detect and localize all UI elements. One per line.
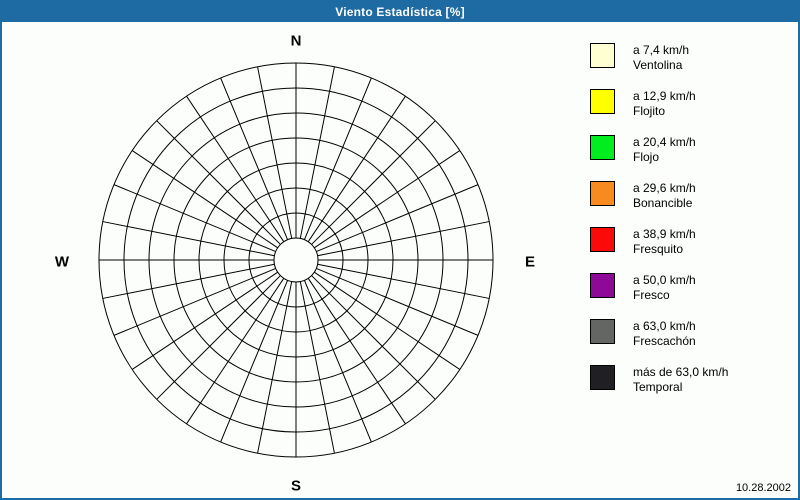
legend-beaufort-name: Bonancible bbox=[633, 196, 693, 210]
legend-color-swatch bbox=[590, 273, 615, 298]
window-title: Viento Estadística [%] bbox=[335, 5, 465, 19]
legend-color-swatch bbox=[590, 227, 615, 252]
legend-speed-label: a 20,4 km/h bbox=[633, 135, 696, 149]
legend-speed-label: a 38,9 km/h bbox=[633, 227, 696, 241]
legend-item: a 38,9 km/h Fresquito bbox=[590, 227, 792, 257]
legend-item: a 63,0 km/h Frescachón bbox=[590, 319, 792, 349]
legend-speed-label: a 63,0 km/h bbox=[633, 319, 696, 333]
legend-item: a 7,4 km/h Ventolina bbox=[590, 43, 792, 73]
legend-speed-label: a 12,9 km/h bbox=[633, 89, 696, 103]
legend-speed-label: más de 63,0 km/h bbox=[633, 365, 729, 379]
legend-beaufort-name: Fresco bbox=[633, 288, 670, 302]
legend-beaufort-name: Flojito bbox=[633, 104, 666, 118]
legend-color-swatch bbox=[590, 181, 615, 206]
status-date: 10.28.2002 bbox=[735, 482, 791, 494]
legend-beaufort-name: Flojo bbox=[633, 150, 660, 164]
legend-item: a 12,9 km/h Flojito bbox=[590, 89, 792, 119]
chart-area: N S W E a 7,4 km/h Ventolina a 12,9 km/h Fl… bbox=[2, 22, 798, 498]
legend-item: más de 63,0 km/h Temporal bbox=[590, 365, 792, 395]
legend-color-swatch bbox=[590, 89, 615, 114]
legend-beaufort-name: Fresquito bbox=[633, 242, 684, 256]
legend-speed-label: a 50,0 km/h bbox=[633, 273, 696, 287]
wind-rose-svg bbox=[98, 62, 494, 458]
compass-label-east: E bbox=[524, 253, 536, 271]
legend-beaufort-name: Temporal bbox=[633, 380, 683, 394]
legend-beaufort-name: Ventolina bbox=[633, 58, 683, 72]
legend-color-swatch bbox=[590, 43, 615, 68]
legend-speed-label: a 29,6 km/h bbox=[633, 181, 696, 195]
legend-item: a 50,0 km/h Fresco bbox=[590, 273, 792, 303]
compass-label-north: N bbox=[290, 32, 302, 50]
legend-item: a 29,6 km/h Bonancible bbox=[590, 181, 792, 211]
legend-color-swatch bbox=[590, 365, 615, 390]
compass-label-south: S bbox=[290, 477, 302, 495]
legend-item: a 20,4 km/h Flojo bbox=[590, 135, 792, 165]
legend-color-swatch bbox=[590, 135, 615, 160]
legend: a 7,4 km/h Ventolina a 12,9 km/h Flojito a 2… bbox=[590, 43, 792, 411]
compass-label-west: W bbox=[54, 253, 70, 271]
legend-beaufort-name: Frescachón bbox=[633, 334, 696, 348]
title-bar: Viento Estadística [%] bbox=[2, 2, 798, 22]
legend-color-swatch bbox=[590, 319, 615, 344]
legend-speed-label: a 7,4 km/h bbox=[633, 43, 690, 57]
